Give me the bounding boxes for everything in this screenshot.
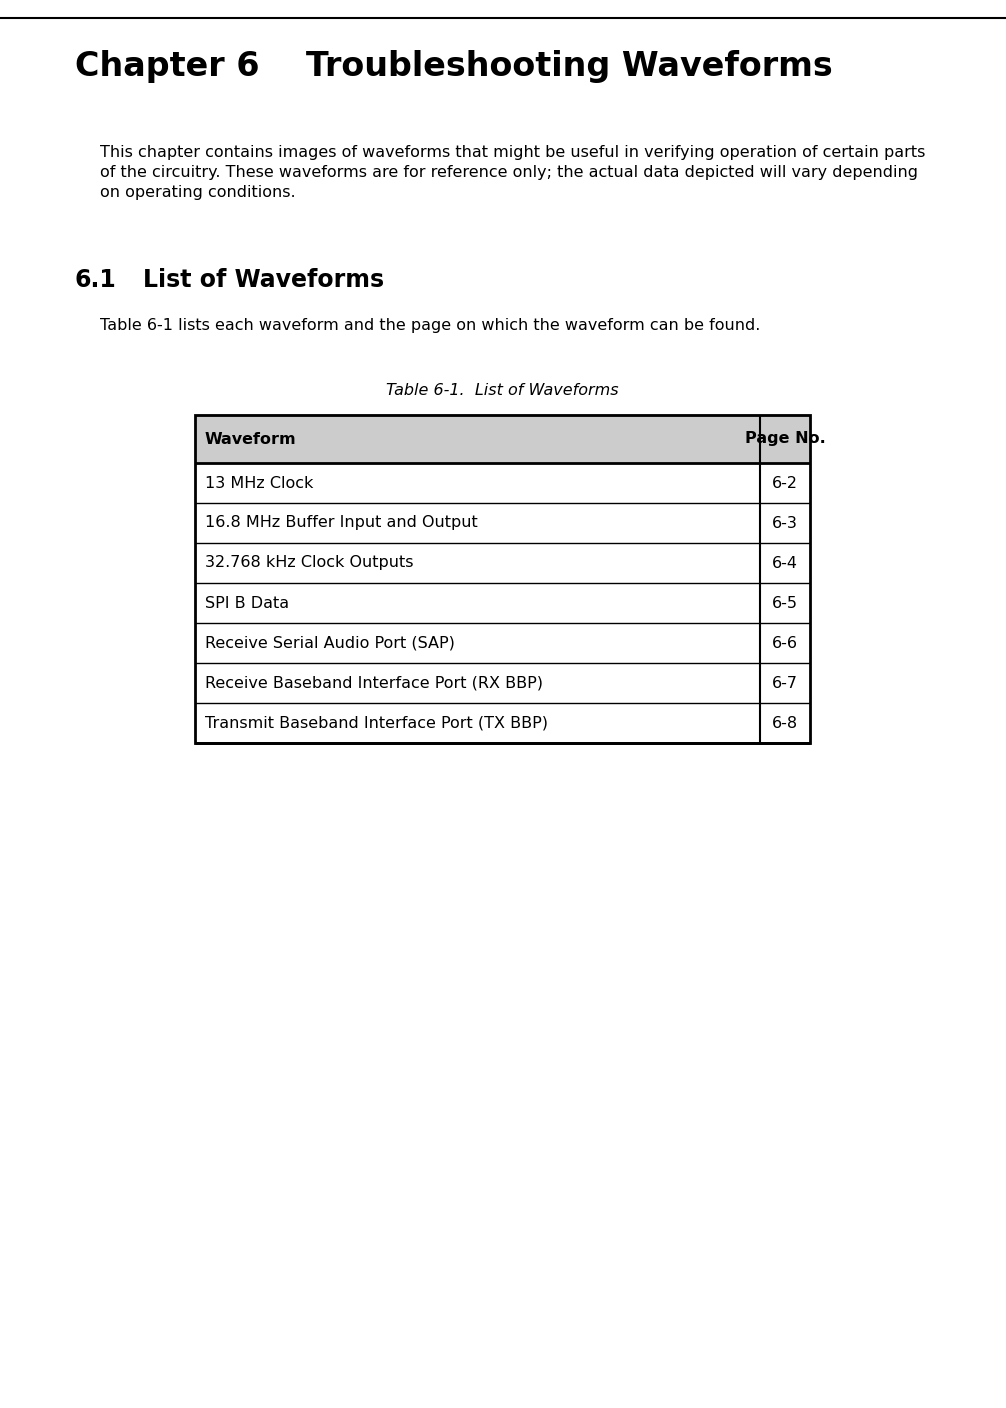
Text: 16.8 MHz Buffer Input and Output: 16.8 MHz Buffer Input and Output [205, 515, 478, 531]
Text: This chapter contains images of waveforms that might be useful in verifying oper: This chapter contains images of waveform… [100, 145, 926, 161]
Bar [195, 415, 810, 743]
Text: Table 6-1.  List of Waveforms: Table 6-1. List of Waveforms [386, 383, 619, 398]
Text: Chapter 6    Troubleshooting Waveforms: Chapter 6 Troubleshooting Waveforms [75, 51, 833, 83]
Text: Table 6-1 lists each waveform and the page on which the waveform can be found.: Table 6-1 lists each waveform and the pa… [100, 318, 761, 334]
Text: of the circuitry. These waveforms are for reference only; the actual data depict: of the circuitry. These waveforms are fo… [100, 165, 918, 180]
Text: on operating conditions.: on operating conditions. [100, 184, 296, 200]
Text: 32.768 kHz Clock Outputs: 32.768 kHz Clock Outputs [205, 556, 413, 570]
Text: Transmit Baseband Interface Port (TX BBP): Transmit Baseband Interface Port (TX BBP… [205, 715, 548, 731]
Text: 6.1: 6.1 [75, 268, 117, 291]
Text: List of Waveforms: List of Waveforms [143, 268, 384, 291]
Text: Receive Serial Audio Port (SAP): Receive Serial Audio Port (SAP) [205, 635, 455, 650]
Text: 13 MHz Clock: 13 MHz Clock [205, 476, 314, 490]
Text: SPI B Data: SPI B Data [205, 596, 289, 611]
Text: 6-2: 6-2 [772, 476, 798, 490]
Text: Waveform: Waveform [205, 431, 297, 446]
Text: 6-3: 6-3 [772, 515, 798, 531]
Text: Receive Baseband Interface Port (RX BBP): Receive Baseband Interface Port (RX BBP) [205, 676, 543, 690]
Text: 6-7: 6-7 [772, 676, 798, 690]
Text: Page No.: Page No. [744, 431, 825, 446]
Bar [195, 415, 810, 463]
Text: 6-5: 6-5 [772, 596, 798, 611]
Text: 6-4: 6-4 [772, 556, 798, 570]
Text: 6-6: 6-6 [772, 635, 798, 650]
Text: 6-8: 6-8 [772, 715, 798, 731]
